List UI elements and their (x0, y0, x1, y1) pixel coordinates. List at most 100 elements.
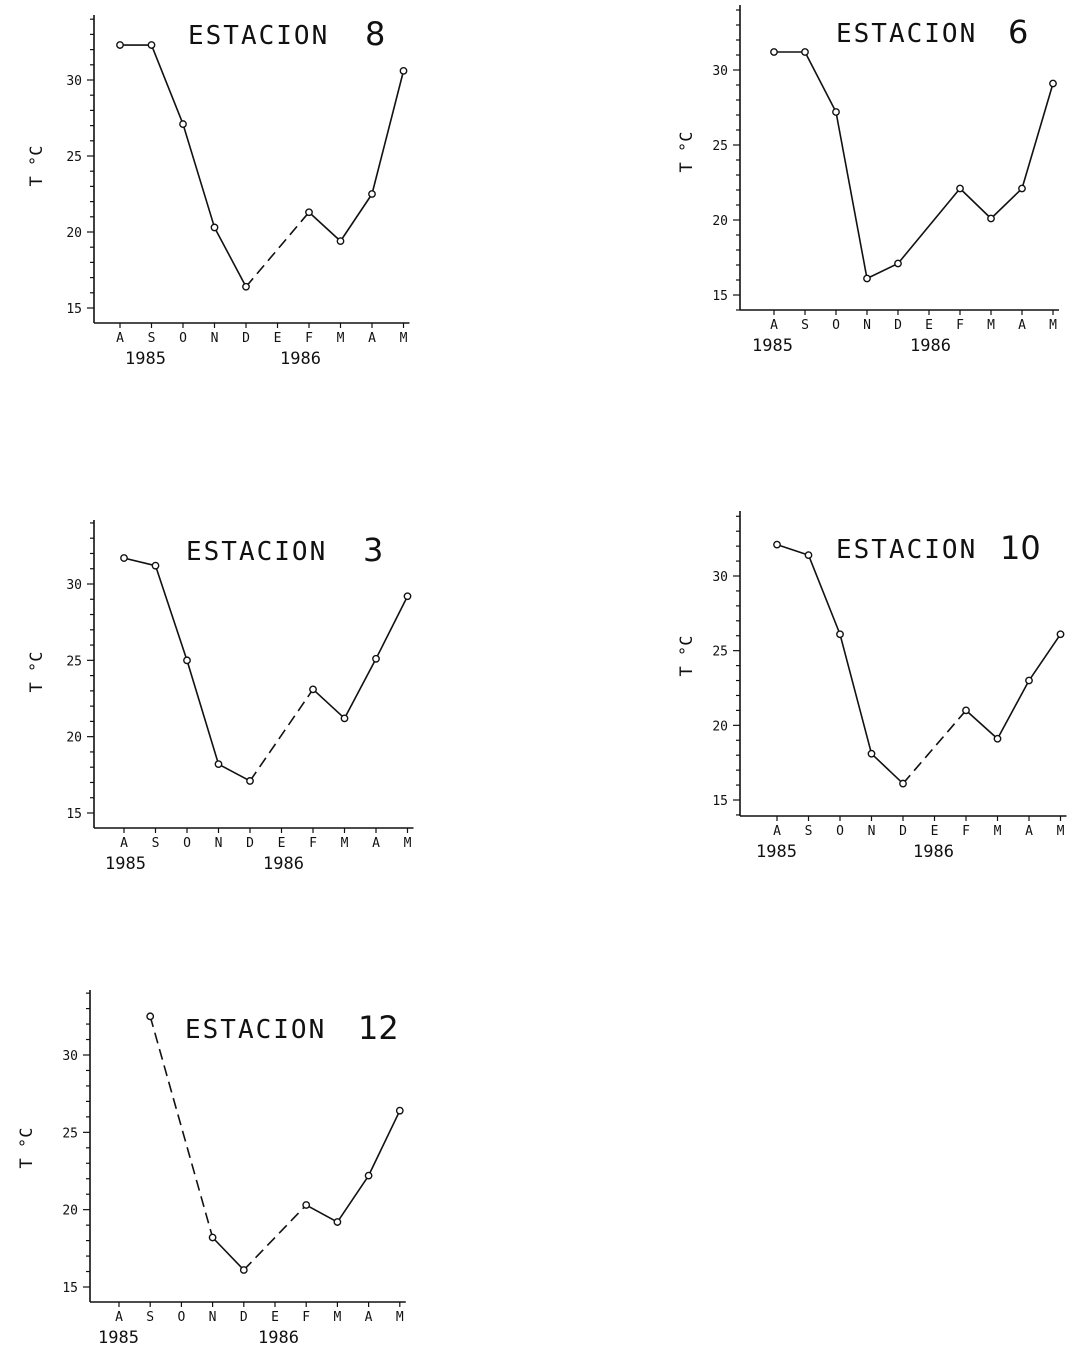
data-point (770, 48, 778, 56)
y-tick-label: 30 (712, 570, 728, 585)
series-line-segment (308, 211, 342, 242)
data-point (1018, 184, 1026, 193)
y-tick-label: 30 (62, 1049, 78, 1064)
x-tick-label: M (994, 824, 1002, 839)
chart-svg: 15 20 25 30 T °C A S O N D E F M A M 1985 1986 ESTACION 8 (27, 15, 410, 369)
year-label: 1986 (910, 336, 951, 356)
series-line-segment (776, 543, 809, 556)
data-point (183, 656, 191, 665)
data-point (867, 749, 876, 758)
x-tick-label: E (274, 331, 282, 346)
y-tick-label: 25 (66, 150, 82, 165)
series-line-segment (213, 227, 247, 288)
data-point (372, 654, 380, 663)
data-point (403, 592, 412, 601)
x-tick-label: A (365, 1310, 373, 1325)
y-tick-label: 15 (62, 1281, 78, 1296)
data-point (116, 41, 124, 49)
x-tick-label: F (302, 1310, 310, 1325)
x-tick-label: F (305, 331, 313, 346)
data-point (340, 714, 349, 723)
data-point (368, 190, 376, 198)
series-line-segment (959, 187, 992, 220)
x-tick-label: A (1025, 824, 1033, 839)
chart-title: ESTACION (836, 535, 977, 565)
x-tick-label: M (333, 1310, 341, 1325)
series-line-segment (1021, 83, 1054, 189)
series-line-segment (245, 211, 310, 288)
series-line-segment (243, 1204, 307, 1271)
data-point (336, 237, 345, 246)
x-tick-label: F (956, 318, 964, 333)
series-line-segment (804, 51, 837, 113)
data-point (956, 184, 964, 193)
year-label: 1985 (105, 854, 146, 874)
y-tick-label: 30 (66, 578, 82, 593)
data-point (836, 630, 844, 639)
y-axis-label: T °C (27, 146, 47, 187)
chart-svg: 15 20 25 30 T °C A S O N D E F M A M 1985 1986 ESTACION 6 (677, 5, 1059, 356)
y-tick-label: 15 (66, 302, 82, 317)
data-point (147, 41, 156, 49)
y-tick-label: 25 (62, 1126, 78, 1141)
y-tick-label: 15 (66, 807, 82, 822)
year-label: 1985 (125, 349, 166, 369)
x-tick-label: D (240, 1310, 248, 1325)
data-point (242, 282, 250, 291)
y-axis-label: T °C (677, 132, 697, 173)
x-tick-label: N (863, 318, 871, 333)
data-point (773, 540, 781, 549)
data-point (305, 208, 313, 217)
series-line-segment (154, 565, 188, 661)
x-tick-label: O (836, 824, 844, 839)
series-line-segment (212, 1236, 245, 1271)
x-tick-label: A (1018, 318, 1026, 333)
series-line-segment (807, 554, 841, 635)
y-tick-label: 20 (62, 1204, 78, 1219)
x-tick-label: A (770, 318, 778, 333)
series-line-segment (343, 658, 377, 719)
x-tick-label: O (179, 331, 187, 346)
x-tick-label: M (1057, 824, 1065, 839)
x-tick-label: M (400, 331, 408, 346)
data-point (899, 779, 907, 788)
series-line-segment (897, 187, 961, 265)
chart-panel-estacion-6: 15 20 25 30 T °C A S O N D E F M A M 1985 1986 ESTACION 6 (670, 2, 1070, 372)
chart-title: ESTACION (188, 21, 329, 51)
data-point (894, 259, 902, 268)
data-point (120, 554, 128, 562)
data-point (1049, 79, 1057, 88)
data-point (399, 66, 408, 75)
y-tick-label: 20 (712, 214, 728, 229)
x-tick-label: N (215, 836, 223, 851)
x-tick-label: N (868, 824, 876, 839)
chart-svg: 15 20 25 30 T °C A S O N D E F M A M 1985 1986 ESTACION 3 (27, 520, 414, 874)
series-line-segment (839, 634, 873, 754)
data-point (1025, 676, 1033, 685)
series-line-segment (902, 709, 967, 785)
series-line-segment (870, 753, 904, 785)
year-label: 1986 (258, 1328, 299, 1348)
data-point (962, 706, 970, 715)
x-tick-label: M (987, 318, 995, 333)
x-tick-label: N (211, 331, 219, 346)
y-tick-label: 20 (712, 719, 728, 734)
x-tick-label: M (1049, 318, 1057, 333)
data-point (239, 1266, 248, 1274)
series-line-segment (371, 70, 405, 195)
data-point (302, 1201, 311, 1209)
x-tick-label: D (246, 836, 254, 851)
series-line-segment (182, 123, 216, 228)
data-point (832, 108, 840, 116)
x-tick-label: N (209, 1310, 217, 1325)
series-line-segment (965, 709, 999, 740)
series-line-segment (339, 193, 373, 242)
data-point (146, 1012, 155, 1021)
year-label: 1986 (913, 842, 954, 862)
data-point (214, 760, 223, 769)
chart-svg: 15 20 25 30 T °C A S O N D E F M A M 1985 1986 ESTACION 12 (17, 990, 406, 1348)
chart-panel-estacion-3: 15 20 25 30 T °C A S O N D E F M A M 1985 1986 ESTACION 3 (20, 518, 440, 888)
data-point (987, 214, 995, 223)
x-tick-label: E (925, 318, 933, 333)
series-line-segment (835, 111, 868, 279)
